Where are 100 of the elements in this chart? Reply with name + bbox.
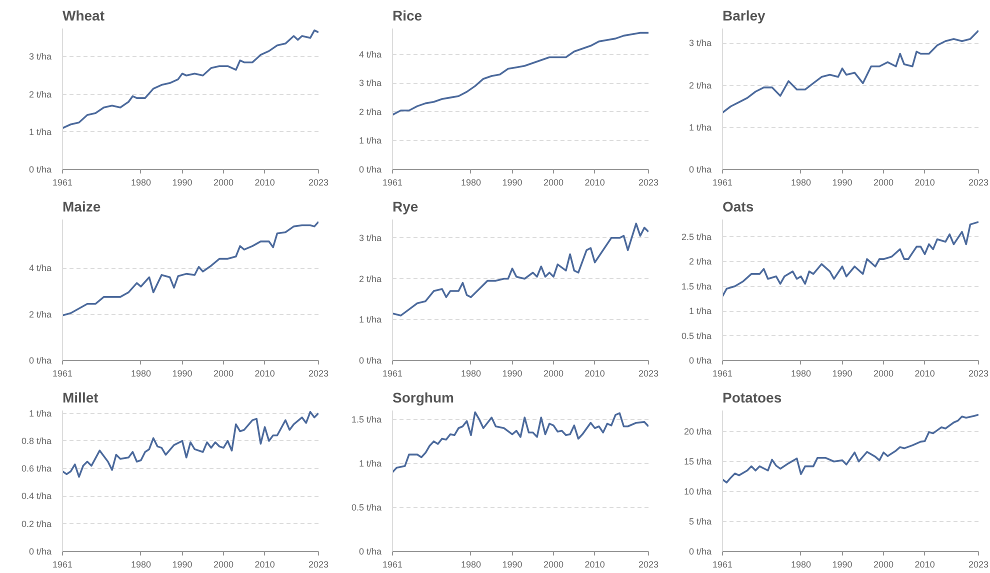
chart-title: Wheat: [62, 8, 105, 24]
y-tick-label: 0 t/ha: [358, 546, 382, 556]
x-tick-label: 2010: [584, 368, 605, 378]
chart-title: Potatoes: [722, 390, 782, 406]
x-tick-label: 2023: [638, 368, 659, 378]
y-tick-label: 2 t/ha: [688, 80, 712, 90]
x-tick-label: 2023: [638, 178, 659, 188]
y-tick-label: 2 t/ha: [28, 89, 52, 100]
y-tick-label: 0.6 t/ha: [21, 464, 52, 474]
y-tick-label: 1.5 t/ha: [351, 414, 382, 424]
x-tick-label: 2023: [968, 368, 989, 378]
y-tick-label: 0 t/ha: [28, 356, 52, 366]
y-tick-label: 10 t/ha: [684, 486, 712, 496]
chart-title: Oats: [722, 198, 754, 214]
x-tick-label: 1980: [790, 560, 811, 570]
y-tick-label: 1 t/ha: [688, 122, 712, 132]
y-tick-label: 0 t/ha: [28, 164, 52, 174]
chart-title: Rice: [392, 8, 422, 24]
x-tick-label: 1990: [502, 560, 522, 570]
y-tick-label: 1 t/ha: [358, 136, 382, 146]
x-tick-label: 1961: [712, 178, 733, 188]
x-tick-label: 2010: [584, 178, 605, 188]
x-tick-label: 1990: [832, 178, 852, 188]
y-tick-label: 0 t/ha: [688, 546, 712, 556]
x-tick-label: 1980: [460, 368, 481, 378]
x-tick-label: 1961: [52, 178, 73, 188]
x-tick-label: 1961: [52, 560, 73, 570]
x-tick-label: 2010: [584, 560, 605, 570]
x-tick-label: 1990: [832, 560, 852, 570]
y-tick-label: 3 t/ha: [358, 78, 382, 88]
x-tick-label: 2000: [874, 178, 894, 188]
y-tick-label: 1.5 t/ha: [681, 281, 712, 292]
y-tick-label: 1 t/ha: [28, 126, 52, 137]
y-tick-label: 0 t/ha: [358, 164, 382, 174]
x-tick-label: 2010: [254, 560, 275, 570]
y-tick-label: 4 t/ha: [358, 49, 382, 60]
y-tick-label: 0.5 t/ha: [681, 330, 712, 341]
x-tick-label: 2023: [638, 560, 659, 570]
x-tick-label: 2000: [544, 368, 564, 378]
x-tick-label: 2023: [968, 560, 989, 570]
x-tick-label: 1990: [502, 368, 522, 378]
y-tick-label: 0.8 t/ha: [21, 436, 52, 446]
y-tick-label: 3 t/ha: [28, 52, 52, 62]
y-tick-label: 2 t/ha: [28, 309, 52, 320]
x-tick-label: 1980: [790, 368, 811, 378]
y-tick-label: 2.5 t/ha: [681, 232, 712, 242]
x-tick-label: 1980: [790, 178, 811, 188]
y-tick-label: 3 t/ha: [688, 38, 712, 48]
x-tick-label: 1980: [130, 560, 151, 570]
y-tick-label: 2 t/ha: [358, 274, 382, 284]
y-tick-label: 2 t/ha: [688, 256, 712, 267]
y-tick-label: 0.2 t/ha: [21, 518, 52, 529]
y-tick-label: 0 t/ha: [688, 164, 712, 174]
x-tick-label: 1990: [832, 368, 852, 378]
x-tick-label: 1961: [712, 560, 733, 570]
chart-title: Rye: [392, 198, 418, 214]
x-tick-label: 1990: [502, 178, 522, 188]
chart-title: Barley: [722, 8, 766, 24]
x-tick-label: 2010: [254, 368, 275, 378]
chart-title: Maize: [62, 198, 101, 214]
x-tick-label: 1990: [172, 560, 192, 570]
y-tick-label: 0 t/ha: [688, 356, 712, 366]
x-tick-label: 2023: [308, 560, 329, 570]
chart-title: Sorghum: [392, 390, 454, 406]
x-tick-label: 2000: [214, 368, 234, 378]
x-tick-label: 2000: [874, 368, 894, 378]
x-tick-label: 2000: [214, 178, 234, 188]
x-tick-label: 1980: [460, 560, 481, 570]
x-tick-label: 1961: [52, 368, 73, 378]
x-tick-label: 1961: [382, 560, 403, 570]
y-tick-label: 0 t/ha: [28, 546, 52, 556]
y-tick-label: 0.4 t/ha: [21, 491, 52, 502]
y-tick-label: 0.5 t/ha: [351, 502, 382, 512]
x-tick-label: 2023: [308, 368, 329, 378]
y-tick-label: 1 t/ha: [358, 314, 382, 325]
y-tick-label: 0 t/ha: [358, 356, 382, 366]
y-tick-label: 1 t/ha: [28, 408, 52, 418]
x-tick-label: 1980: [460, 178, 481, 188]
x-tick-label: 2023: [968, 178, 989, 188]
x-tick-label: 2023: [308, 178, 329, 188]
x-tick-label: 2000: [874, 560, 894, 570]
x-tick-label: 1980: [130, 178, 151, 188]
y-tick-label: 4 t/ha: [28, 263, 52, 274]
x-tick-label: 1961: [382, 178, 403, 188]
x-tick-label: 2010: [254, 178, 275, 188]
y-tick-label: 5 t/ha: [688, 516, 712, 526]
y-tick-label: 15 t/ha: [684, 456, 712, 466]
x-tick-label: 1980: [130, 368, 151, 378]
chart-title: Millet: [62, 390, 99, 406]
y-tick-label: 1 t/ha: [358, 458, 382, 468]
x-tick-label: 2000: [544, 560, 564, 570]
y-tick-label: 2 t/ha: [358, 106, 382, 117]
x-tick-label: 1961: [382, 368, 403, 378]
x-tick-label: 2000: [544, 178, 564, 188]
x-tick-label: 1990: [172, 178, 192, 188]
x-tick-label: 1990: [172, 368, 192, 378]
x-tick-label: 2010: [914, 560, 935, 570]
y-tick-label: 1 t/ha: [688, 306, 712, 316]
x-tick-label: 2010: [914, 178, 935, 188]
y-tick-label: 3 t/ha: [358, 232, 382, 243]
